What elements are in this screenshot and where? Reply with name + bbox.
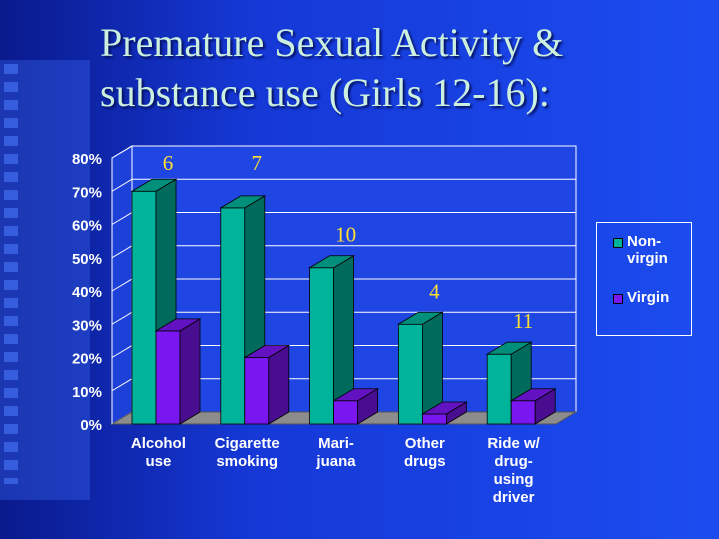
y-tick-label: 10% [72, 384, 102, 401]
x-tick-label: Other drugs [404, 435, 446, 470]
bar-virgin [420, 401, 468, 425]
legend-swatch-non-virgin [613, 238, 623, 248]
chart-legend: Non-virgin Virgin [596, 222, 692, 336]
legend-item-virgin: Virgin [613, 289, 687, 306]
gridline [111, 145, 576, 159]
x-tick-label: Cigarette smoking [215, 435, 280, 470]
gridline [111, 178, 576, 192]
y-tick-label: 40% [72, 284, 102, 301]
bar-non-virgin [396, 311, 444, 425]
bar-virgin [243, 344, 291, 425]
title-line-1: Premature Sexual Activity & [100, 20, 564, 65]
legend-label-line: virgin [627, 250, 668, 267]
slide-title: Premature Sexual Activity & substance us… [100, 18, 700, 118]
decorative-squares [4, 64, 18, 484]
legend-item-non-virgin: Non-virgin [613, 233, 687, 267]
bar-annotation: 4 [429, 279, 440, 303]
x-tick-label: Ride w/drug-using driver [487, 435, 540, 506]
x-tick-label: Alcohol use [131, 435, 186, 470]
y-tick-label: 80% [72, 151, 102, 168]
y-tick-label: 0% [80, 417, 102, 434]
bar-annotation: 7 [252, 151, 263, 175]
bar-annotation: 10 [335, 223, 356, 247]
y-tick-label: 50% [72, 251, 102, 268]
x-tick-label: Mari-juana [315, 435, 356, 470]
bar-annotation: 11 [513, 309, 533, 333]
bar-virgin [154, 318, 202, 425]
legend-label-virgin: Virgin [627, 289, 687, 306]
y-tick-label: 20% [72, 351, 102, 368]
bar-virgin [332, 388, 380, 425]
legend-label-non-virgin: Non-virgin [627, 233, 687, 267]
bar-virgin [509, 388, 557, 425]
legend-label-line: Non- [627, 233, 662, 250]
legend-label-line: Virgin [627, 289, 670, 306]
y-tick-label: 70% [72, 184, 102, 201]
bar-non-virgin [130, 178, 178, 425]
bar-annotation: 6 [163, 151, 174, 175]
bar-non-virgin [308, 255, 356, 425]
title-line-2: substance use (Girls 12-16): [100, 70, 550, 115]
y-tick-label: 60% [72, 218, 102, 235]
legend-swatch-virgin [613, 294, 623, 304]
y-tick-label: 30% [72, 317, 102, 334]
